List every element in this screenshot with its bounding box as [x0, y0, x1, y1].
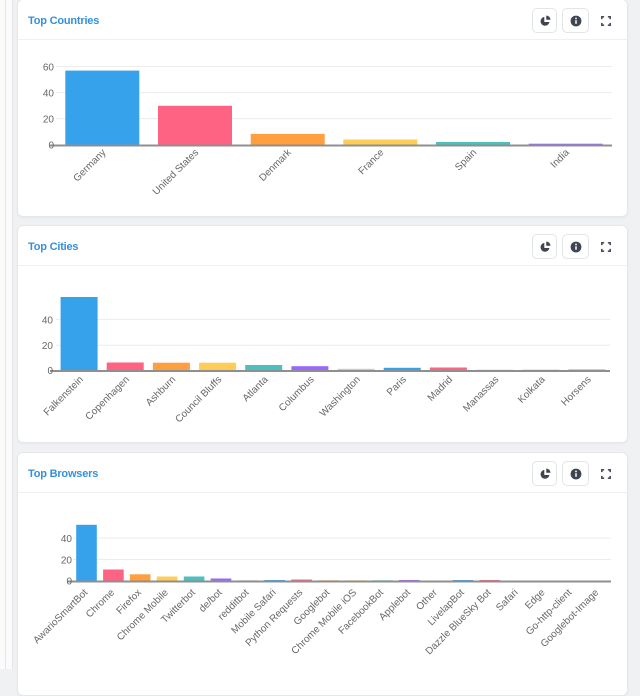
svg-text:Chrome: Chrome: [84, 587, 117, 620]
svg-text:Madrid: Madrid: [426, 374, 455, 403]
svg-text:Ashburn: Ashburn: [144, 374, 178, 408]
svg-text:0: 0: [66, 577, 72, 588]
svg-text:0: 0: [47, 366, 53, 377]
svg-text:20: 20: [42, 341, 54, 352]
svg-text:Edge: Edge: [523, 587, 548, 612]
svg-text:20: 20: [43, 115, 55, 126]
svg-text:Atlanta: Atlanta: [241, 374, 271, 404]
svg-text:20: 20: [61, 556, 73, 567]
svg-text:0: 0: [48, 141, 54, 152]
svg-text:40: 40: [43, 89, 55, 100]
svg-text:AwarioSmartBot: AwarioSmartBot: [31, 587, 90, 646]
svg-text:Kolkata: Kolkata: [516, 374, 548, 406]
svg-text:Paris: Paris: [385, 374, 409, 398]
svg-text:40: 40: [61, 534, 73, 545]
svg-text:Copenhagen: Copenhagen: [84, 374, 132, 422]
svg-text:Council Bluffs: Council Bluffs: [173, 374, 224, 425]
svg-text:Germany: Germany: [72, 147, 109, 184]
svg-text:Manassas: Manassas: [461, 374, 501, 414]
svg-text:Horsens: Horsens: [560, 374, 594, 408]
svg-text:Falkenstein: Falkenstein: [42, 374, 86, 418]
svg-text:Denmark: Denmark: [257, 147, 294, 184]
svg-text:Washington: Washington: [318, 374, 363, 419]
svg-text:United States: United States: [151, 147, 201, 197]
svg-text:60: 60: [43, 63, 55, 74]
svg-text:India: India: [549, 147, 572, 170]
svg-text:40: 40: [42, 315, 54, 326]
svg-text:Columbus: Columbus: [277, 374, 317, 414]
svg-text:Spain: Spain: [453, 147, 479, 173]
svg-text:France: France: [357, 147, 387, 177]
svg-text:Safari: Safari: [494, 587, 520, 613]
